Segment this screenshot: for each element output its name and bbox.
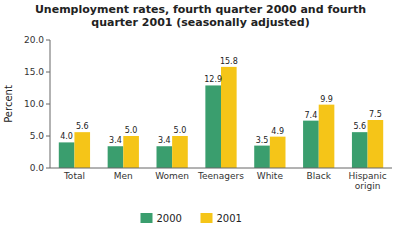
data-label: 5.6	[76, 122, 89, 131]
x-tick-label: Teenagers	[197, 171, 244, 181]
bar	[108, 146, 124, 168]
y-tick	[46, 168, 50, 169]
y-tick	[46, 136, 50, 137]
data-label: 7.4	[305, 111, 318, 120]
data-label: 4.9	[271, 127, 284, 136]
y-tick-label: 0.0	[30, 163, 45, 173]
x-tick-label: Total	[63, 171, 85, 181]
data-label: 3.4	[109, 136, 122, 145]
chart-container: Unemployment rates, fourth quarter 2000 …	[0, 0, 401, 238]
data-label: 5.6	[353, 122, 366, 131]
chart-svg: Unemployment rates, fourth quarter 2000 …	[0, 0, 401, 238]
text-line: Total	[63, 171, 85, 181]
x-tick-label: Black	[307, 171, 332, 181]
data-label: 12.9	[204, 75, 222, 84]
bar	[74, 132, 90, 168]
data-label: 5.0	[174, 126, 187, 135]
legend-swatch	[201, 213, 213, 223]
y-tick	[46, 104, 50, 105]
data-label: 3.4	[158, 136, 171, 145]
data-label: 4.0	[60, 132, 73, 141]
text-line: quarter 2001 (seasonally adjusted)	[91, 16, 309, 29]
x-axis-line	[50, 168, 392, 169]
x-tick-label: White	[257, 171, 284, 181]
bar	[319, 105, 335, 168]
y-tick-label: 5.0	[30, 131, 45, 141]
text-line: origin	[355, 181, 381, 191]
bar	[221, 67, 237, 168]
bar	[254, 146, 270, 168]
y-tick	[46, 72, 50, 73]
text-line: Black	[307, 171, 332, 181]
text-line: Women	[155, 171, 189, 181]
bar	[270, 137, 286, 168]
legend-label: 2000	[157, 213, 182, 224]
legend-swatch	[141, 213, 153, 223]
text-line: White	[257, 171, 284, 181]
bar	[303, 121, 319, 168]
y-tick-label: 15.0	[24, 67, 44, 77]
bar	[157, 146, 173, 168]
legend: 2000 2001	[141, 213, 242, 224]
text-line: Teenagers	[197, 171, 244, 181]
data-label: 3.5	[256, 136, 269, 145]
bar	[123, 136, 139, 168]
x-tick-label: Women	[155, 171, 189, 181]
x-tick-label: Men	[114, 171, 133, 181]
data-labels: 4.0 3.4 3.4 12.9 3.5 7.4 5.6 5.6 5.0 5.0 15.8 4.9 9.…	[60, 57, 382, 145]
bar	[368, 120, 384, 168]
data-label: 9.9	[320, 95, 333, 104]
y-tick-label: 20.0	[24, 35, 44, 45]
text-line: Hispanic	[348, 171, 386, 181]
y-axis: 0.0 5.0 10.0 15.0 20.0	[24, 35, 50, 173]
y-axis-label: Percent	[3, 85, 14, 123]
x-axis: Total Men Women Teenagers White Black Hispanic…	[63, 171, 387, 191]
bars	[59, 67, 383, 168]
bar	[172, 136, 188, 168]
data-label: 7.5	[369, 110, 382, 119]
text-line: Men	[114, 171, 133, 181]
x-tick-label: Hispanicorigin	[348, 171, 386, 191]
y-axis-line	[50, 40, 51, 168]
y-tick-label: 10.0	[24, 99, 44, 109]
legend-label: 2001	[217, 213, 242, 224]
y-tick	[46, 40, 50, 41]
bar	[59, 142, 75, 168]
bar	[205, 85, 221, 168]
bar	[352, 132, 368, 168]
data-label: 5.0	[125, 126, 138, 135]
text-line: Unemployment rates, fourth quarter 2000 …	[35, 3, 366, 16]
title: Unemployment rates, fourth quarter 2000 …	[35, 3, 366, 29]
data-label: 15.8	[220, 57, 238, 66]
